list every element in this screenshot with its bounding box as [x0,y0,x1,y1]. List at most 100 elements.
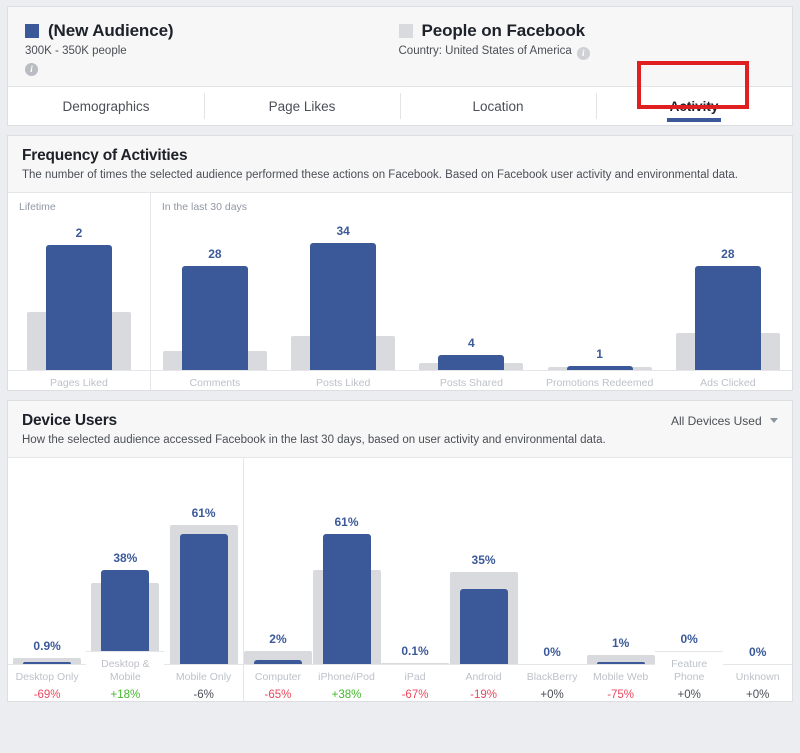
audience-bar [101,570,150,651]
axis-line [8,664,87,665]
axis-line [150,370,280,371]
bar-group[interactable]: 28 Ads Clicked [663,193,792,390]
axis-line [243,664,313,665]
bar-stack: 4 [407,232,535,370]
audience-bar [45,245,112,370]
axis-line [407,370,536,371]
axis-line [279,370,408,371]
plot-area: 2% Computer -65% 61% iPhone/iPod +38% 0.1% iPad… [243,458,792,701]
audience-size: 300K - 350K people [25,45,127,57]
category-label: Unknown [735,671,780,683]
axis-line [8,370,150,371]
device-card-title: Device Users [22,412,117,429]
all-devices-used-label: All Devices Used [670,414,762,428]
category-label: Desktop Only [15,671,79,683]
bar-value-label: 35% [471,553,496,567]
bar-value-label: 61% [334,515,359,529]
audience-bar [596,662,645,664]
axis-line [164,664,243,665]
category-label: Desktop & Mobile [101,658,150,683]
bar-value-label: 0% [543,645,561,659]
category-label: BlackBerry [526,671,578,683]
device-chart-panels: 0.9% Desktop Only -69% 38% Desktop & Mobile +… [8,458,792,701]
bar-group[interactable]: 2% Computer -65% [243,458,313,701]
axis-line [663,370,792,371]
audience-bar [23,662,72,664]
comparison-filter: Country: United States of America [398,45,572,57]
comparison-delta: -67% [401,689,429,701]
axis-line [449,664,518,665]
bar-stack: 61% [312,515,381,664]
frequency-card-header: Frequency of Activities The number of ti… [8,136,792,193]
bar-value-label: 34 [336,224,350,238]
tab-activity[interactable]: Activity [596,87,792,125]
legend-audience-title: (New Audience) [25,21,174,41]
bar-stack: 0% [518,519,587,664]
audience-bar [566,366,633,370]
bar-stack: 35% [449,519,518,664]
plot-area: 0.9% Desktop Only -69% 38% Desktop & Mobile +… [8,458,243,701]
bar-group[interactable]: 0% Unknown +0% [723,458,792,701]
bar-group[interactable]: 0.9% Desktop Only -69% [8,458,87,701]
bar-stack: 38% [86,506,164,651]
bar-group[interactable]: 4 Posts Shared [407,193,536,390]
category-label: Feature Phone [671,658,708,683]
comparison-delta: +0% [540,689,564,701]
bar-value-label: 0% [680,632,698,646]
bar-value-label: 0% [749,645,767,659]
category-label: Promotions Redeemed [545,377,654,389]
frequency-chart-panels: Lifetime 2 Pages Liked In the last 30 day… [8,193,792,390]
axis-line [723,664,792,665]
bar-group[interactable]: 0.1% iPad -67% [380,458,450,701]
bar-group[interactable]: 1% Mobile Web -75% [586,458,655,701]
bar-value-label: 1% [611,636,630,650]
bar-stack: 2% [243,519,313,664]
chevron-down-icon [770,418,778,423]
tab-location[interactable]: Location [400,87,596,125]
frequency-card-title: Frequency of Activities [22,147,188,164]
plot-area: 28 Comments 34 Posts Liked 4 Posts Shared 1 Pro… [150,193,792,390]
bar-value-label: 0.1% [401,644,429,658]
tab-demographics[interactable]: Demographics [8,87,204,125]
audience-bar [181,266,248,370]
tab-label: Page Likes [268,98,336,114]
audience-bar [322,534,371,664]
comparison-delta: +0% [746,689,770,701]
audience-name: (New Audience) [48,21,174,40]
audience-bar [179,534,228,664]
info-icon[interactable]: i [576,47,590,60]
device-panel-desktop-mobile: 0.9% Desktop Only -69% 38% Desktop & Mobile +… [8,458,243,701]
bar-group[interactable]: 38% Desktop & Mobile +18% [86,458,165,701]
bar-group[interactable]: 0% BlackBerry +0% [517,458,587,701]
audience-bar [459,589,508,664]
info-icon[interactable]: i [25,63,38,76]
bar-stack: 1% [586,519,655,664]
axis-line [86,651,165,652]
bar-group[interactable]: 34 Posts Liked [279,193,408,390]
bar-stack: 0.9% [8,519,86,664]
bar-group[interactable]: 0% Feature Phone +0% [654,458,724,701]
device-card-header: Device Users How the selected audience a… [8,401,792,458]
category-label: Pages Liked [50,377,108,389]
bar-group[interactable]: 35% Android -19% [449,458,518,701]
bar-group[interactable]: 61% iPhone/iPod +38% [312,458,381,701]
comparison-delta: -65% [264,689,292,701]
category-label: Comments [189,377,241,389]
bar-group[interactable]: 28 Comments [150,193,280,390]
all-devices-used-dropdown[interactable]: All Devices Used [671,414,778,428]
bar-value-label: 2% [269,632,287,646]
frequency-of-activities-card: Frequency of Activities The number of ti… [7,135,793,391]
tab-label: Location [472,98,524,114]
tab-page-likes[interactable]: Page Likes [204,87,400,125]
comparison-delta: -69% [33,689,61,701]
bar-group[interactable]: 61% Mobile Only -6% [164,458,243,701]
device-card-description: How the selected audience accessed Faceb… [22,434,606,446]
bar-stack: 2 [8,226,150,370]
bar-group[interactable]: 2 Pages Liked [8,193,150,390]
bar-stack: 34 [279,224,407,370]
tab-label: Demographics [62,98,150,114]
bar-group[interactable]: 1 Promotions Redeemed [535,193,664,390]
axis-line [654,651,724,652]
device-users-card: Device Users How the selected audience a… [7,400,793,702]
bar-value-label: 1 [596,347,603,361]
